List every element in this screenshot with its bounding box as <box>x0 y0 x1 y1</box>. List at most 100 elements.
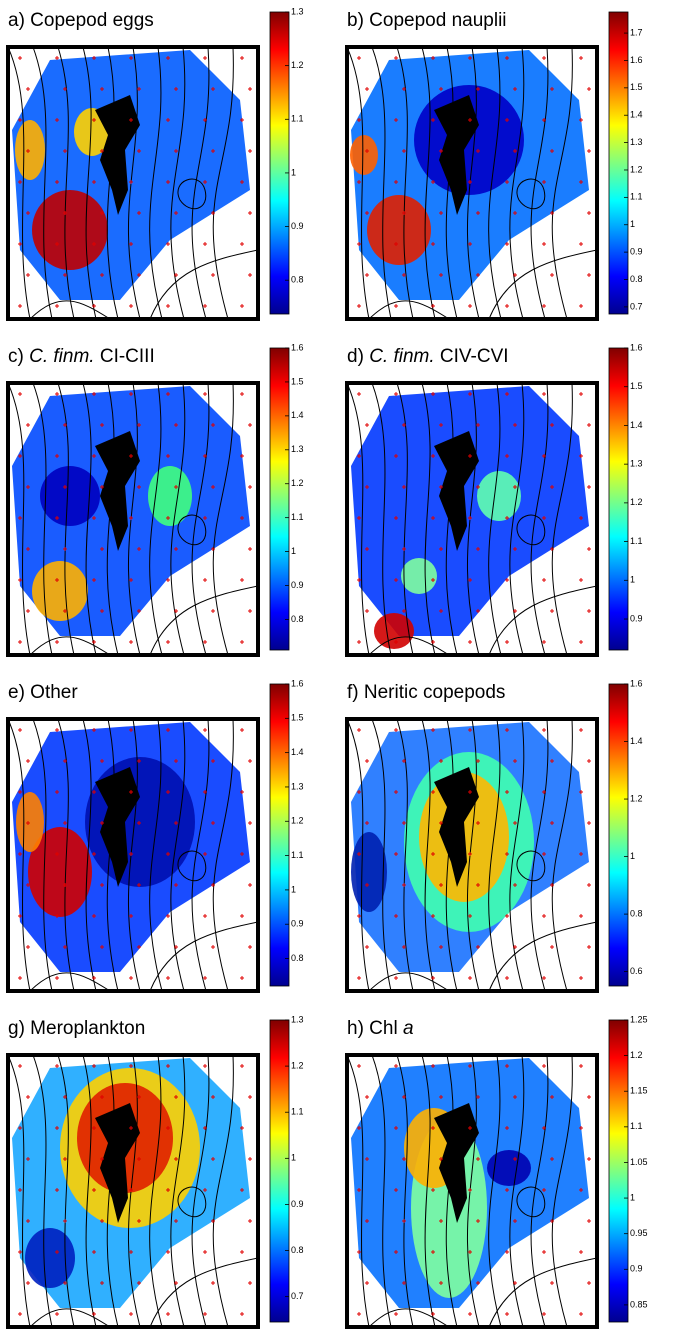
station <box>248 759 252 763</box>
colorbar-tick-label: 1.2 <box>291 60 304 70</box>
station <box>248 1281 252 1285</box>
station <box>174 547 178 551</box>
station <box>542 304 546 308</box>
station <box>63 883 67 887</box>
station <box>394 976 398 980</box>
station <box>542 242 546 246</box>
station <box>468 1064 472 1068</box>
station <box>100 759 104 763</box>
station <box>18 1188 22 1192</box>
station <box>100 211 104 215</box>
station <box>18 976 22 980</box>
station <box>166 790 170 794</box>
station <box>248 1157 252 1161</box>
station <box>211 423 215 427</box>
station <box>431 578 435 582</box>
station <box>129 1064 133 1068</box>
map <box>347 1055 597 1327</box>
station <box>468 1188 472 1192</box>
station <box>129 1188 133 1192</box>
colorbar-tick-label: 0.9 <box>630 246 643 256</box>
contour-area <box>367 195 431 265</box>
station <box>365 883 369 887</box>
station <box>431 976 435 980</box>
station <box>431 454 435 458</box>
station <box>468 454 472 458</box>
station <box>439 1157 443 1161</box>
station <box>240 118 244 122</box>
colorbar-tick-label: 1.1 <box>630 192 643 202</box>
station <box>55 976 59 980</box>
panel: h) Chl a 0.85 0.9 0.95 1 1.05 1.1 1.15 1.2 1.25 <box>345 1014 648 1329</box>
colorbar-tick-label: 1.05 <box>630 1157 648 1167</box>
station <box>357 790 361 794</box>
title-part: a) Copepod eggs <box>8 10 154 31</box>
station <box>439 423 443 427</box>
station <box>129 1312 133 1316</box>
station <box>63 821 67 825</box>
panel-title: a) Copepod eggs <box>8 10 154 31</box>
station <box>137 759 141 763</box>
contour-area <box>15 120 45 180</box>
station <box>587 211 591 215</box>
station <box>394 1250 398 1254</box>
station <box>63 485 67 489</box>
colorbar-tick-label: 1.1 <box>291 850 304 860</box>
map-frame <box>6 1053 260 1329</box>
station <box>26 883 30 887</box>
station <box>542 914 546 918</box>
data-region <box>351 386 589 636</box>
station <box>240 1312 244 1316</box>
station <box>100 609 104 613</box>
station <box>587 1281 591 1285</box>
coastline <box>368 178 597 319</box>
station <box>18 852 22 856</box>
colorbar-tick-label: 1.4 <box>630 110 643 120</box>
station <box>129 790 133 794</box>
station <box>402 609 406 613</box>
station <box>402 87 406 91</box>
station <box>63 609 67 613</box>
station <box>100 821 104 825</box>
station <box>513 1281 517 1285</box>
colorbar-tick-label: 1 <box>630 575 635 585</box>
station <box>513 759 517 763</box>
station <box>439 547 443 551</box>
station <box>174 821 178 825</box>
station <box>211 547 215 551</box>
station <box>129 914 133 918</box>
title-part: g) Meroplankton <box>8 1018 145 1039</box>
map-frame <box>6 381 260 657</box>
depth-contour <box>371 719 392 991</box>
colorbar-tick-label: 1 <box>291 546 296 556</box>
station <box>394 1064 398 1068</box>
station <box>92 852 96 856</box>
depth-contour <box>212 719 234 991</box>
depth-contour <box>530 1055 549 1327</box>
station <box>394 304 398 308</box>
station <box>55 914 59 918</box>
station <box>579 852 583 856</box>
station <box>129 1126 133 1130</box>
station <box>137 273 141 277</box>
station <box>550 945 554 949</box>
station <box>55 242 59 246</box>
station <box>211 821 215 825</box>
station <box>579 1312 583 1316</box>
station <box>26 211 30 215</box>
station <box>248 273 252 277</box>
station <box>579 1064 583 1068</box>
depth-contour <box>191 47 210 319</box>
depth-contour <box>551 47 573 319</box>
station <box>587 609 591 613</box>
station <box>394 454 398 458</box>
station <box>513 149 517 153</box>
station <box>137 1157 141 1161</box>
colorbar-tick-label: 1.1 <box>291 1107 304 1117</box>
station <box>542 516 546 520</box>
station <box>203 1312 207 1316</box>
panel-title: f) Neritic copepods <box>347 682 505 703</box>
station <box>505 578 509 582</box>
station <box>394 56 398 60</box>
station <box>63 547 67 551</box>
